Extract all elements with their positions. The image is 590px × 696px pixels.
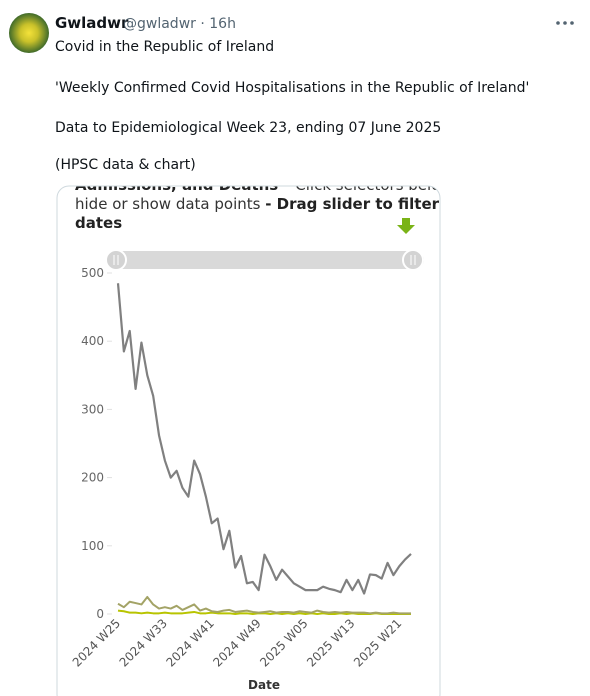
y-tick-label: 300: [81, 402, 104, 416]
avatar[interactable]: [9, 13, 49, 53]
tweet-text: (HPSC data & chart): [55, 157, 196, 173]
series-line: [116, 283, 412, 595]
tweet-text: 'Weekly Confirmed Covid Hospitalisations…: [55, 80, 529, 96]
header-line: hide or show data points - Drag slider t…: [75, 195, 440, 213]
series-line: [117, 595, 411, 615]
slider-handle[interactable]: [402, 249, 424, 271]
slider-handle[interactable]: [105, 249, 127, 271]
header-line: Admissions, and Deaths – Click selectors…: [75, 176, 472, 194]
y-tick-label: 400: [81, 334, 104, 348]
date-slider[interactable]: [108, 251, 424, 269]
card-border: [56, 185, 441, 696]
y-tick-label: 200: [81, 471, 104, 485]
handle-time[interactable]: @gwladwr · 16h: [123, 16, 236, 32]
header-segment: hide or show data points: [75, 195, 265, 213]
tweet-text: Data to Epidemiological Week 23, ending …: [55, 120, 441, 136]
down-arrow: [397, 218, 415, 234]
header-segment: Admissions, and Deaths: [75, 176, 278, 194]
y-tick-label: 0: [96, 607, 104, 621]
more-menu[interactable]: [556, 21, 574, 25]
header-line: dates: [75, 214, 122, 232]
tweet-text: Covid in the Republic of Ireland: [55, 39, 274, 55]
card-header: Admissions, and Deaths – Click selectors…: [75, 176, 472, 232]
header-segment: – Click selectors below to: [278, 176, 472, 194]
image-card[interactable]: Admissions, and Deaths – Click selectors…: [57, 176, 472, 696]
y-tick-label: 500: [81, 266, 104, 280]
display-name[interactable]: Gwladwr: [55, 14, 129, 32]
header-segment: - Drag slider to filter: [265, 195, 439, 213]
x-axis-label: Date: [248, 678, 280, 692]
series-line: [117, 609, 411, 615]
y-tick-label: 100: [81, 539, 104, 553]
header-segment: dates: [75, 214, 122, 232]
